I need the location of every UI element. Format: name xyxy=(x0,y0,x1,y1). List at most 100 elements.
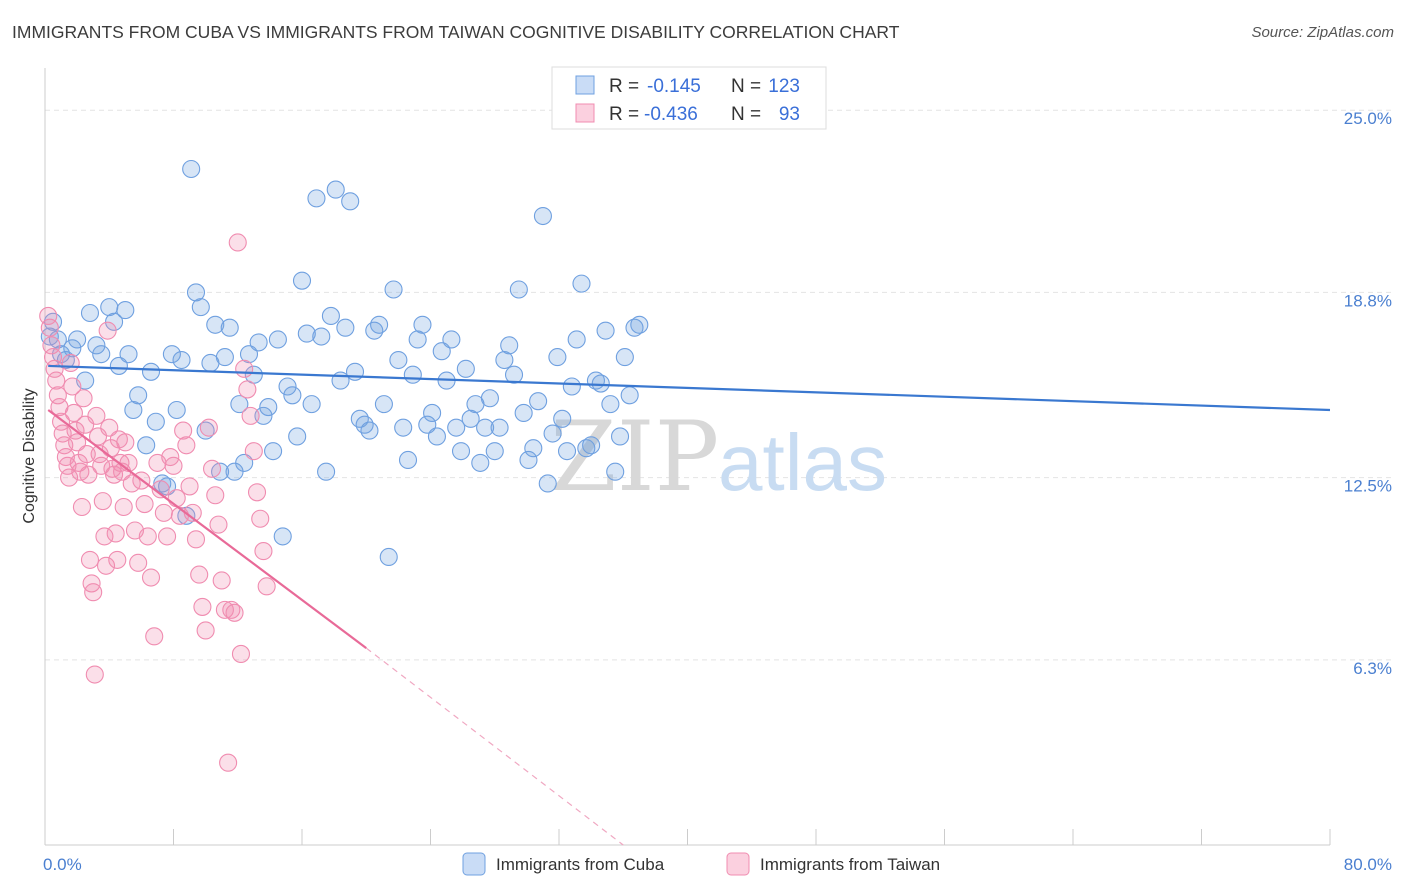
point-cuba xyxy=(538,474,557,493)
point-cuba xyxy=(360,421,379,440)
point-taiwan xyxy=(68,433,87,452)
point-cuba xyxy=(307,189,326,208)
point-taiwan xyxy=(219,753,238,772)
point-taiwan xyxy=(96,556,116,575)
point-taiwan xyxy=(64,403,83,422)
point-cuba xyxy=(235,453,254,472)
trend-lines xyxy=(47,364,1331,846)
point-taiwan xyxy=(235,359,254,378)
point-taiwan xyxy=(222,600,241,619)
point-cuba xyxy=(259,398,278,417)
legend-bottom-swatch-cuba xyxy=(462,852,486,876)
point-cuba xyxy=(336,318,355,337)
point-cuba xyxy=(196,421,215,440)
y-tick-label: 18.8% xyxy=(1344,291,1392,310)
point-cuba xyxy=(432,342,451,361)
point-taiwan xyxy=(209,515,228,534)
point-cuba xyxy=(191,298,210,317)
point-taiwan xyxy=(193,597,212,616)
point-taiwan xyxy=(231,644,251,664)
point-cuba xyxy=(312,327,331,346)
point-cuba xyxy=(249,333,268,352)
point-taiwan xyxy=(177,436,196,455)
point-cuba xyxy=(591,374,610,393)
point-cuba xyxy=(476,418,495,437)
point-cuba xyxy=(146,412,165,431)
point-cuba xyxy=(109,356,128,375)
axes xyxy=(44,68,1331,846)
point-taiwan xyxy=(116,433,135,452)
point-taiwan xyxy=(203,459,222,478)
legend-bottom-label-taiwan: Immigrants from Taiwan xyxy=(760,855,940,874)
watermark-atlas: atlas xyxy=(718,418,887,507)
point-cuba xyxy=(172,350,191,370)
x-tick-min: 0.0% xyxy=(43,855,82,874)
point-cuba xyxy=(461,409,480,428)
point-cuba xyxy=(268,330,287,349)
legend-bottom-swatch-taiwan xyxy=(726,852,750,876)
point-cuba xyxy=(43,312,63,331)
point-cuba xyxy=(239,345,259,364)
legend-r-value-taiwan: -0.436 xyxy=(644,104,698,125)
point-cuba xyxy=(355,415,374,434)
scatter-points xyxy=(39,159,649,772)
y-tick-labels: 6.3% 12.5% 18.8% 25.0% xyxy=(1344,109,1392,678)
point-cuba xyxy=(533,206,552,226)
point-cuba xyxy=(403,365,422,384)
point-cuba xyxy=(374,395,393,414)
point-taiwan xyxy=(129,553,148,572)
point-taiwan xyxy=(106,524,125,543)
point-cuba xyxy=(485,442,504,461)
trend-line-taiwan-extension xyxy=(365,647,624,846)
point-cuba xyxy=(615,348,634,367)
point-cuba xyxy=(119,345,138,364)
point-taiwan xyxy=(174,421,193,440)
y-tick-label: 6.3% xyxy=(1353,659,1392,678)
y-axis-label: Cognitive Disability xyxy=(21,388,38,523)
point-cuba xyxy=(418,415,437,434)
point-cuba xyxy=(606,462,625,481)
point-cuba xyxy=(167,400,186,420)
point-cuba xyxy=(129,386,148,405)
point-cuba xyxy=(519,450,538,470)
point-taiwan xyxy=(138,527,157,546)
point-taiwan xyxy=(135,495,154,514)
point-cuba xyxy=(408,330,427,349)
point-cuba xyxy=(610,427,630,446)
legend-swatch-taiwan xyxy=(575,103,595,123)
point-taiwan xyxy=(228,233,247,252)
point-cuba xyxy=(273,527,292,546)
point-taiwan xyxy=(164,456,183,475)
point-cuba xyxy=(572,274,591,293)
point-cuba xyxy=(137,436,156,455)
point-cuba xyxy=(141,362,161,381)
point-cuba xyxy=(326,180,345,199)
point-taiwan xyxy=(225,603,244,622)
point-taiwan xyxy=(40,318,59,337)
point-cuba xyxy=(182,159,201,179)
point-cuba xyxy=(302,395,321,414)
point-cuba xyxy=(447,418,466,437)
point-cuba xyxy=(292,271,312,290)
point-taiwan xyxy=(77,445,96,464)
point-taiwan xyxy=(87,406,106,425)
point-cuba xyxy=(601,395,620,414)
point-taiwan xyxy=(42,336,61,355)
point-cuba xyxy=(394,418,413,437)
legend-box xyxy=(551,66,827,130)
point-cuba xyxy=(80,303,100,323)
point-cuba xyxy=(283,386,302,405)
point-cuba xyxy=(389,350,408,370)
point-taiwan xyxy=(190,565,209,584)
point-cuba xyxy=(124,400,143,420)
point-cuba xyxy=(630,315,649,334)
point-taiwan xyxy=(61,353,80,373)
point-cuba xyxy=(480,389,499,408)
point-taiwan xyxy=(72,497,91,517)
point-taiwan xyxy=(254,542,273,561)
point-cuba xyxy=(557,442,577,461)
point-cuba xyxy=(451,442,471,461)
point-cuba xyxy=(500,336,519,355)
legend-r-label-cuba: R = xyxy=(609,76,639,97)
